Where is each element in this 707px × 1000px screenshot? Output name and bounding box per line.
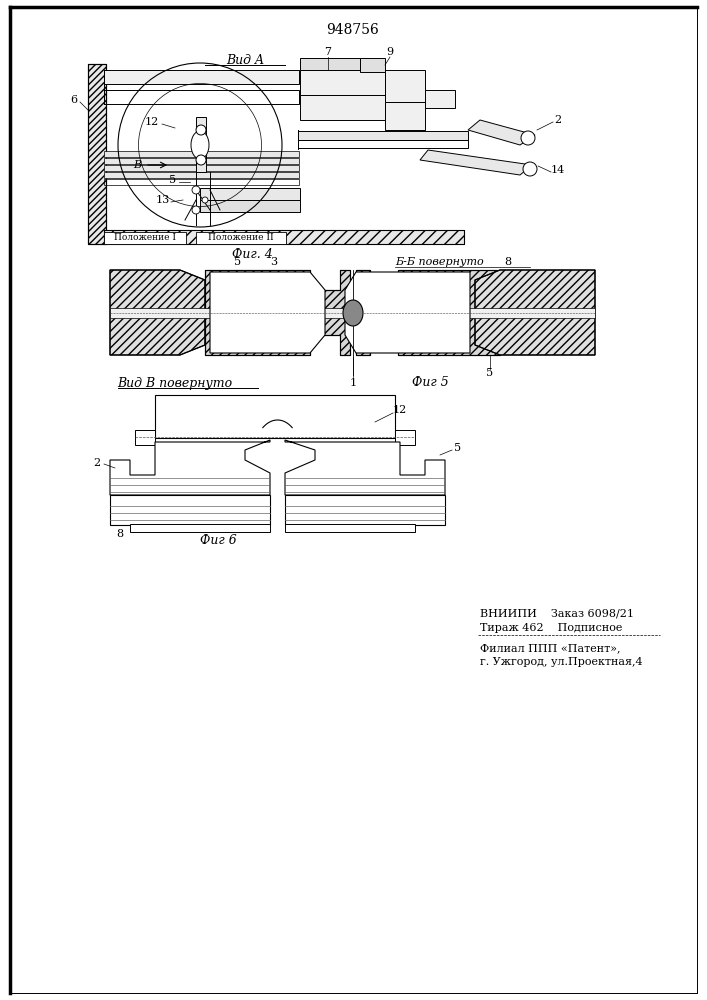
Text: 8: 8: [117, 529, 124, 539]
Bar: [360, 58, 385, 72]
Text: Вид A: Вид A: [226, 53, 264, 66]
Circle shape: [521, 131, 535, 145]
Text: Вид В повернуто: Вид В повернуто: [117, 376, 233, 389]
Text: 7: 7: [325, 47, 332, 57]
Bar: [395, 430, 415, 445]
Polygon shape: [210, 272, 325, 353]
Polygon shape: [110, 440, 270, 495]
Bar: [300, 58, 360, 70]
Bar: [300, 95, 385, 120]
Bar: [300, 70, 385, 95]
Bar: [104, 165, 299, 171]
Text: 5: 5: [455, 443, 462, 453]
Text: Б-Б повернуто: Б-Б повернуто: [395, 257, 484, 267]
Text: Положение I: Положение I: [114, 233, 176, 242]
Text: 5: 5: [235, 257, 242, 267]
Bar: [200, 200, 300, 212]
Bar: [130, 524, 270, 532]
Text: 13: 13: [156, 195, 170, 205]
Text: 2: 2: [93, 458, 100, 468]
Text: Филиал ППП «Патент»,: Филиал ППП «Патент»,: [480, 643, 621, 653]
Text: Тираж 462    Подписное: Тираж 462 Подписное: [480, 623, 622, 633]
Bar: [104, 158, 299, 164]
Text: Фиг. 4: Фиг. 4: [232, 248, 272, 261]
Bar: [196, 117, 206, 172]
Text: В: В: [133, 160, 141, 170]
Text: 12: 12: [393, 405, 407, 415]
Bar: [104, 70, 299, 84]
Text: 5: 5: [170, 175, 177, 185]
Text: 2: 2: [554, 115, 561, 125]
Text: г. Ужгород, ул.Проектная,4: г. Ужгород, ул.Проектная,4: [480, 657, 643, 667]
Bar: [385, 70, 425, 102]
Text: Положение II: Положение II: [208, 233, 274, 242]
Text: 1: 1: [349, 378, 356, 388]
Bar: [104, 90, 299, 104]
Bar: [104, 230, 464, 244]
Bar: [298, 131, 468, 140]
Ellipse shape: [191, 131, 209, 159]
Polygon shape: [285, 440, 445, 495]
Text: 5: 5: [486, 368, 493, 378]
Bar: [104, 172, 299, 178]
Bar: [200, 188, 300, 200]
Circle shape: [196, 125, 206, 135]
Text: Фиг 6: Фиг 6: [199, 534, 236, 548]
Text: 12: 12: [145, 117, 159, 127]
Bar: [104, 232, 186, 244]
Bar: [135, 430, 155, 445]
Bar: [104, 179, 299, 185]
Bar: [104, 230, 464, 244]
Text: 3: 3: [271, 257, 278, 267]
Bar: [298, 140, 468, 148]
Polygon shape: [205, 270, 350, 355]
Bar: [88, 64, 106, 244]
Text: Фиг 5: Фиг 5: [411, 376, 448, 389]
Bar: [155, 395, 395, 438]
Polygon shape: [420, 150, 532, 175]
Circle shape: [192, 206, 200, 214]
Circle shape: [196, 155, 206, 165]
Polygon shape: [110, 270, 205, 355]
Text: 948756: 948756: [327, 23, 380, 37]
Polygon shape: [468, 120, 535, 145]
Text: 8: 8: [504, 257, 512, 267]
Polygon shape: [285, 495, 445, 525]
Circle shape: [192, 186, 200, 194]
Bar: [385, 102, 425, 130]
Bar: [104, 151, 299, 157]
Polygon shape: [110, 495, 270, 525]
Text: 6: 6: [71, 95, 78, 105]
Ellipse shape: [343, 300, 363, 326]
Text: 9: 9: [387, 47, 394, 57]
Text: 14: 14: [551, 165, 565, 175]
Polygon shape: [356, 270, 500, 355]
Bar: [88, 64, 106, 244]
Bar: [110, 308, 595, 318]
Circle shape: [202, 197, 208, 203]
Polygon shape: [345, 272, 470, 353]
Bar: [285, 524, 415, 532]
Polygon shape: [475, 270, 595, 355]
Circle shape: [523, 162, 537, 176]
Bar: [196, 232, 286, 244]
Bar: [425, 90, 455, 108]
Text: ВНИИПИ    Заказ 6098/21: ВНИИПИ Заказ 6098/21: [480, 609, 634, 619]
